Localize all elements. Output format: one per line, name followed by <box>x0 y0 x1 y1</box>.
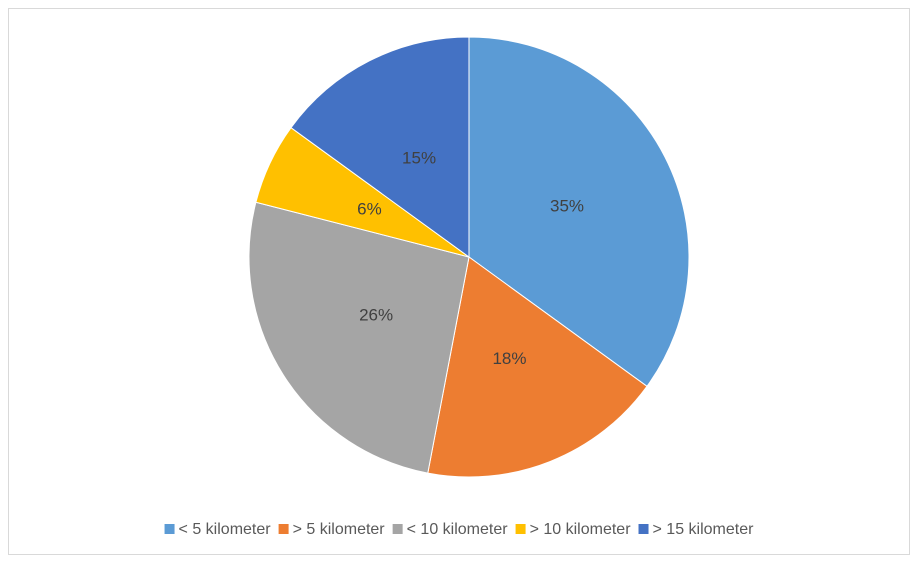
legend-swatch <box>515 524 526 534</box>
legend-swatch <box>278 524 289 534</box>
pie-slice <box>248 201 470 474</box>
pie-slice <box>468 36 690 388</box>
legend-label: > 15 kilometer <box>653 521 755 538</box>
legend-label: > 10 kilometer <box>530 521 632 538</box>
data-label: 35% <box>550 197 584 216</box>
pie-slice <box>427 256 648 478</box>
legend-swatch <box>164 524 175 534</box>
data-label: 26% <box>359 305 393 324</box>
legend-swatch <box>638 524 649 534</box>
data-label: 15% <box>402 148 436 167</box>
data-label: 18% <box>492 349 526 368</box>
legend-label: < 10 kilometer <box>407 521 509 538</box>
legend-label: > 5 kilometer <box>293 521 386 538</box>
legend-label: < 5 kilometer <box>179 521 272 538</box>
data-label: 6% <box>357 200 382 219</box>
pie-slice <box>290 36 470 258</box>
legend-swatch <box>392 524 403 534</box>
